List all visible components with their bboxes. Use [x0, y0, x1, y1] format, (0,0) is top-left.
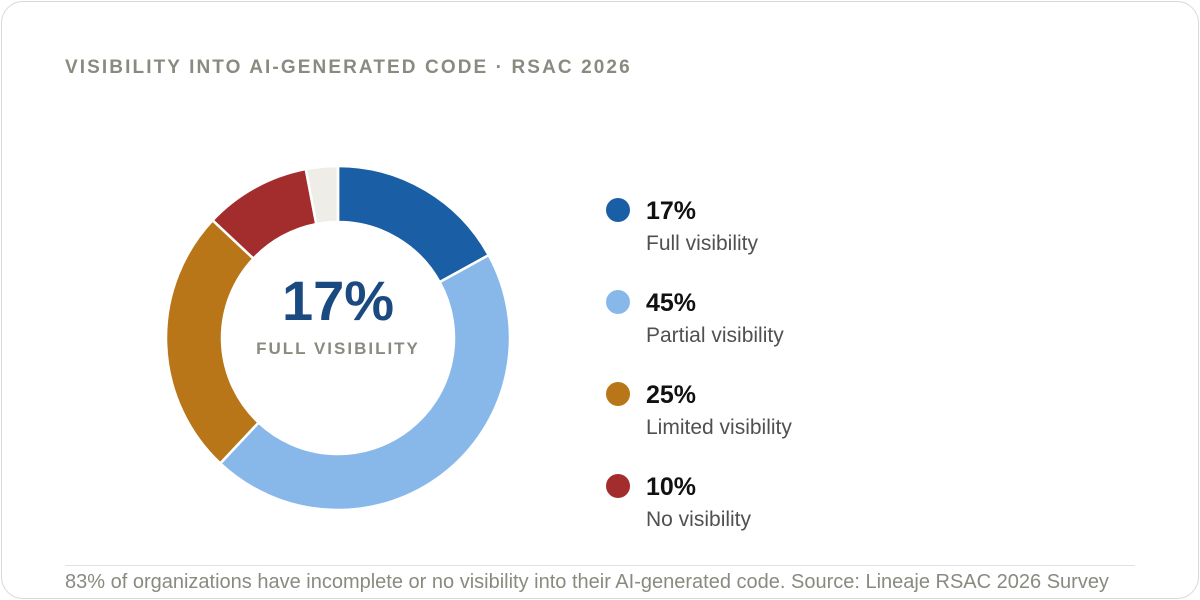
legend-value-partial: 45% [646, 289, 697, 317]
legend-value-none: 10% [646, 473, 697, 501]
legend-dot-full [606, 198, 630, 222]
footer-divider [65, 565, 1135, 566]
legend-label-partial: Partial visibility [646, 324, 784, 347]
center-label: FULL VISIBILITY [256, 339, 420, 358]
legend-label-limited: Limited visibility [646, 416, 792, 439]
legend-dot-partial [606, 290, 630, 314]
slice-limited-visibility [164, 218, 261, 466]
legend-dot-none [606, 474, 630, 498]
footnote: 83% of organizations have incomplete or … [65, 571, 1109, 593]
donut-slices [164, 164, 512, 512]
slice-full-visibility [336, 164, 491, 284]
legend-label-none: No visibility [646, 508, 752, 531]
legend-label-full: Full visibility [646, 232, 759, 255]
donut-chart: 17% FULL VISIBILITY [164, 164, 512, 512]
legend-value-limited: 25% [646, 381, 697, 409]
slice-remainder [304, 164, 340, 226]
legend-value-full: 17% [646, 197, 697, 225]
legend-dot-limited [606, 382, 630, 406]
slice-partial-visibility [218, 253, 512, 512]
center-value: 17% [282, 269, 394, 332]
chart-title: VISIBILITY INTO AI-GENERATED CODE · RSAC… [65, 57, 632, 78]
